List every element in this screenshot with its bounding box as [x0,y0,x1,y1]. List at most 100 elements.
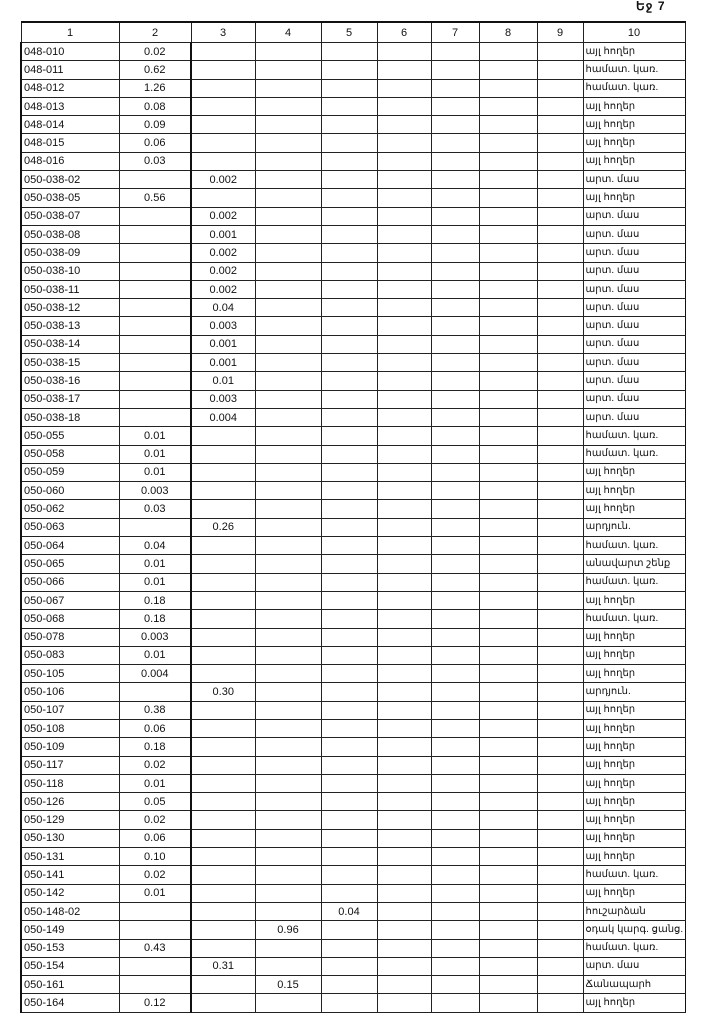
area-cell-col-9 [536,609,584,629]
parcel-code-cell: 050-067 [20,590,120,611]
area-cell-col-5 [320,737,378,757]
area-cell-col-4 [254,938,322,958]
area-cell-col-5 [320,334,378,355]
land-use-cell: այլ հողեր [582,133,686,153]
area-cell-col-7 [430,901,480,922]
area-cell-col-3 [190,883,256,903]
area-cell-col-9 [536,572,584,592]
area-cell-col-6 [376,609,432,629]
area-cell-col-7 [430,188,480,208]
area-cell-col-3 [190,810,256,830]
area-cell-col-3 [190,536,256,556]
area-cell-col-7 [430,993,480,1013]
area-cell-col-9 [536,389,584,409]
area-cell-col-4 [254,664,322,684]
land-use-cell: արտ. մաս [582,334,686,355]
area-cell-col-4 [254,847,322,867]
area-cell-col-7 [430,151,480,172]
area-cell-col-4 [254,389,322,409]
area-cell-col-4 [254,718,322,739]
area-cell-col-5 [320,243,378,263]
land-use-cell: արտ. մաս [582,316,686,336]
area-cell-col-3: 0.003 [190,389,256,409]
area-cell-col-6 [376,700,432,720]
parcel-code-cell: 050-038-13 [20,316,120,336]
area-cell-col-3 [190,572,256,592]
parcel-code-cell: 050-142 [20,883,120,903]
land-use-cell: հուշարձան [582,901,686,922]
area-cell-col-7 [430,60,480,80]
land-use-cell: այլ հողեր [582,755,686,775]
area-cell-col-8 [478,572,538,592]
land-use-cell: այլ հողեր [582,700,686,720]
table-row: 048-012 1.26 համատ. կառ. [20,78,686,98]
area-cell-col-6 [376,572,432,592]
area-cell-col-5 [320,645,378,666]
area-cell-col-9 [536,151,584,172]
parcel-code-cell: 050-107 [20,700,120,720]
area-cell-col-8 [478,133,538,153]
table-row: 050-060 0.003 այլ հողեր [20,481,686,501]
area-cell-col-8 [478,353,538,373]
area-cell-col-8 [478,609,538,629]
area-cell-col-7 [430,298,480,318]
area-cell-col-6 [376,901,432,922]
area-cell-col-8 [478,737,538,757]
area-cell-col-5 [320,554,378,574]
area-cell-col-5 [320,718,378,739]
area-cell-col-2 [118,261,192,281]
table-row: 050-153 0.43 համատ. կառ. [20,938,686,958]
area-cell-col-7 [430,115,480,135]
area-cell-col-4 [254,151,322,172]
parcel-code-cell: 050-108 [20,718,120,739]
area-cell-col-9 [536,60,584,80]
area-cell-col-4 [254,828,322,849]
page-number: Եջ 7 [636,0,666,13]
land-use-cell: այլ հողեր [582,499,686,519]
area-cell-col-2: 0.03 [118,151,192,172]
area-cell-col-3: 0.002 [190,279,256,300]
parcel-code-cell: 050-038-15 [20,353,120,373]
area-cell-col-5 [320,60,378,80]
area-cell-col-3: 0.002 [190,261,256,281]
area-cell-col-5 [320,517,378,538]
land-use-cell: արտ. մաս [582,956,686,977]
land-use-cell: համատ. կառ. [582,938,686,958]
area-cell-col-5 [320,96,378,117]
area-cell-col-5 [320,755,378,775]
area-cell-col-5 [320,993,378,1013]
area-cell-col-3: 0.01 [190,371,256,391]
table-row: 050-038-15 0.001 արտ. մաս [20,353,686,373]
area-cell-col-5 [320,261,378,281]
land-use-cell: արտ. մաս [582,243,686,263]
area-cell-col-2: 0.02 [118,810,192,830]
table-row: 050-059 0.01 այլ հողեր [20,462,686,483]
parcel-code-cell: 050-038-11 [20,279,120,300]
area-cell-col-6 [376,389,432,409]
area-cell-col-2: 0.62 [118,60,192,80]
area-cell-col-5 [320,389,378,409]
area-cell-col-3 [190,920,256,940]
table-row: 050-117 0.02 այլ հողեր [20,755,686,775]
area-cell-col-8 [478,481,538,501]
area-cell-col-2: 0.02 [118,865,192,885]
table-row: 050-038-13 0.003 արտ. մաս [20,316,686,336]
parcel-code-cell: 050-141 [20,865,120,885]
table-header-row: 1 2 3 4 5 6 7 8 9 10 [20,21,686,43]
column-header-5: 5 [320,21,378,43]
area-cell-col-4 [254,170,322,190]
parcel-code-cell: 048-015 [20,133,120,153]
table-body: 1 2 3 4 5 6 7 8 9 10 048-010 0.02 այլ հողեր 048-011 0… [20,21,686,1013]
table-row: 050-107 0.38 այլ հողեր [20,700,686,720]
area-cell-col-2 [118,956,192,977]
land-use-cell: այլ հողեր [582,590,686,611]
parcel-code-cell: 050-117 [20,755,120,775]
area-cell-col-2: 0.06 [118,133,192,153]
area-cell-col-9 [536,755,584,775]
area-cell-col-8 [478,682,538,702]
area-cell-col-9 [536,261,584,281]
area-cell-col-6 [376,170,432,190]
area-cell-col-5 [320,444,378,464]
area-cell-col-2: 0.43 [118,938,192,958]
area-cell-col-7 [430,133,480,153]
